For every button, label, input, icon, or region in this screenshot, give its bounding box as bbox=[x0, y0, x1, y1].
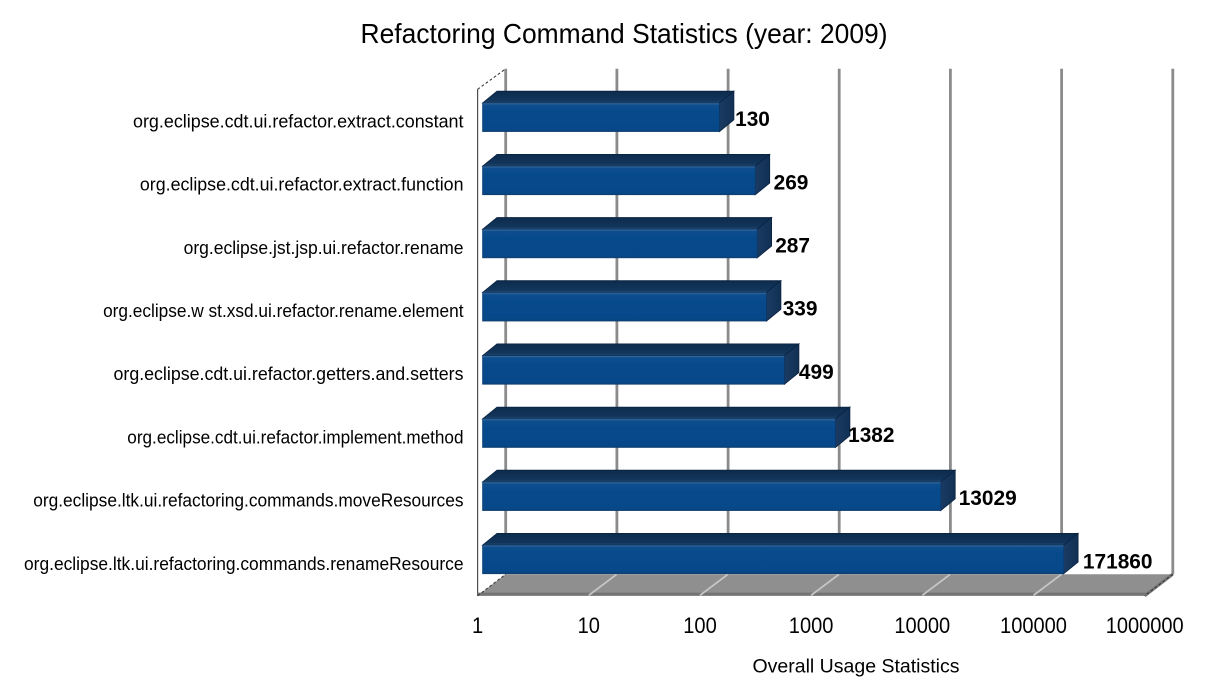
svg-text:287: 287 bbox=[775, 233, 810, 257]
svg-text:1000000: 1000000 bbox=[1106, 613, 1184, 638]
svg-text:10000: 10000 bbox=[894, 613, 950, 638]
svg-text:org.eclipse.cdt.ui.refactor.ex: org.eclipse.cdt.ui.refactor.extract.cons… bbox=[133, 111, 464, 131]
svg-text:org.eclipse.jst.jsp.ui.refacto: org.eclipse.jst.jsp.ui.refactor.rename bbox=[184, 238, 464, 258]
svg-text:org.eclipse.cdt.ui.refactor.im: org.eclipse.cdt.ui.refactor.implement.me… bbox=[127, 427, 463, 447]
svg-text:130: 130 bbox=[735, 107, 770, 131]
svg-text:1: 1 bbox=[472, 613, 483, 638]
svg-text:org.eclipse.cdt.ui.refactor.ex: org.eclipse.cdt.ui.refactor.extract.func… bbox=[140, 175, 464, 195]
svg-text:1382: 1382 bbox=[848, 423, 894, 447]
svg-text:10: 10 bbox=[578, 613, 600, 638]
svg-text:13029: 13029 bbox=[959, 486, 1017, 510]
svg-text:171860: 171860 bbox=[1083, 549, 1153, 573]
svg-text:339: 339 bbox=[783, 297, 818, 321]
svg-text:499: 499 bbox=[799, 360, 834, 384]
svg-text:Overall Usage Statistics: Overall Usage Statistics bbox=[753, 657, 960, 678]
svg-text:org.eclipse.ltk.ui.refactoring: org.eclipse.ltk.ui.refactoring.commands.… bbox=[33, 491, 463, 511]
svg-text:Refactoring Command Statistics: Refactoring Command Statistics (year: 20… bbox=[361, 18, 888, 49]
svg-text:269: 269 bbox=[774, 170, 809, 194]
svg-text:1000: 1000 bbox=[789, 613, 834, 638]
svg-text:org.eclipse.w st.xsd.ui.refact: org.eclipse.w st.xsd.ui.refactor.rename.… bbox=[103, 301, 463, 321]
svg-text:org.eclipse.cdt.ui.refactor.ge: org.eclipse.cdt.ui.refactor.getters.and.… bbox=[114, 364, 464, 384]
svg-text:100: 100 bbox=[683, 613, 717, 638]
svg-text:100000: 100000 bbox=[1000, 613, 1067, 638]
svg-text:org.eclipse.ltk.ui.refactoring: org.eclipse.ltk.ui.refactoring.commands.… bbox=[24, 554, 464, 574]
